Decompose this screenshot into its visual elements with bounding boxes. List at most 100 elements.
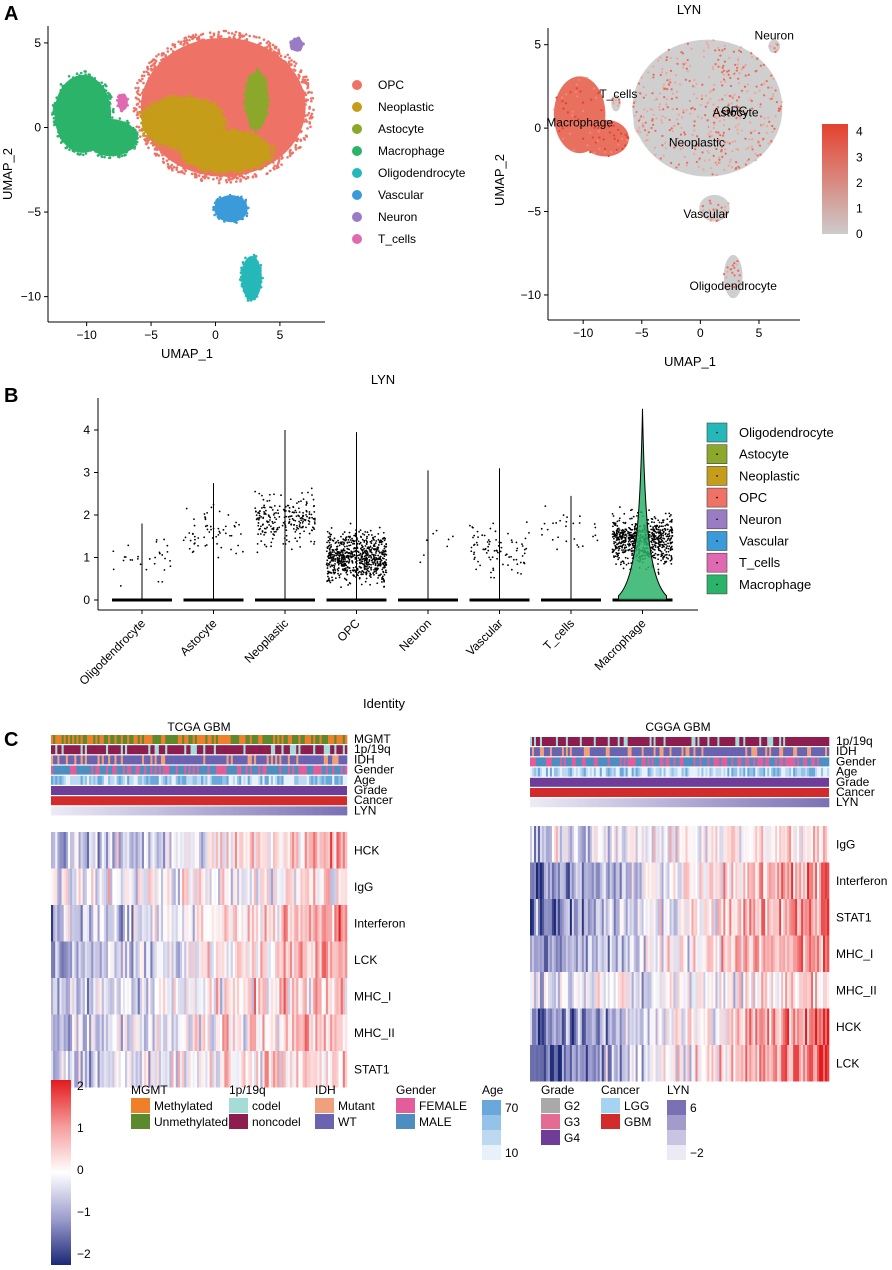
cell-point: [259, 268, 262, 272]
cell-point: [632, 105, 635, 108]
cell-point: [107, 113, 110, 117]
expr-point: [346, 545, 348, 548]
expr-point: [502, 563, 504, 566]
expr-point: [292, 524, 295, 526]
cell-point: [213, 213, 216, 217]
cell-point: [728, 142, 731, 145]
cell-point: [217, 181, 221, 185]
expr-point: [263, 531, 266, 534]
track-cell: [67, 735, 71, 744]
expr-point: [263, 533, 265, 536]
track-cell: [55, 735, 58, 744]
cell-point: [169, 47, 173, 51]
expr-point: [376, 564, 379, 567]
expr-point: [329, 571, 332, 574]
cell-point: [276, 146, 279, 150]
cell-point: [299, 130, 303, 134]
cell-point: [135, 97, 139, 100]
expr-point: [361, 560, 364, 563]
expr-point: [257, 511, 260, 514]
expr-point: [220, 546, 223, 549]
expr-point: [368, 546, 371, 549]
cell-point: [307, 90, 311, 94]
cell-point: [642, 116, 645, 119]
cell-point: [252, 135, 255, 139]
expr-point: [327, 575, 329, 578]
cell-point: [215, 202, 218, 206]
cell-point: [184, 154, 188, 158]
cell-point: [59, 83, 63, 86]
cluster-annotation: Neoplastic: [669, 135, 725, 149]
track-cell: [306, 755, 310, 765]
expr-point: [217, 556, 220, 559]
cell-point: [620, 132, 623, 135]
expr-point: [294, 537, 297, 540]
track-cell: [182, 735, 185, 744]
cell-point: [212, 205, 215, 209]
expr-point: [131, 559, 134, 561]
track-cell: [122, 745, 126, 755]
expr-point: [625, 535, 628, 537]
track-cell: [194, 735, 198, 744]
expr-point: [665, 523, 668, 526]
expr-point: [551, 538, 554, 541]
track-cell: [190, 755, 193, 765]
cell-point: [195, 49, 198, 53]
track-cell: [239, 755, 242, 765]
expr-point: [661, 552, 664, 555]
expr-point: [224, 525, 227, 528]
track-cell: [260, 735, 263, 744]
expr-point: [366, 557, 369, 560]
track-cell: [300, 745, 303, 755]
cell-point: [569, 91, 572, 94]
cell-point: [303, 114, 307, 118]
cell-point: [291, 126, 294, 129]
cell-point: [138, 105, 141, 109]
expr-point: [622, 521, 625, 524]
track-cell: [323, 745, 327, 755]
track-cell: [275, 735, 278, 744]
cell-point: [682, 63, 685, 66]
cell-point: [214, 112, 217, 116]
expr-point: [577, 546, 580, 548]
cell-point: [268, 42, 272, 45]
cell-point: [670, 127, 673, 130]
track-cell: [135, 755, 138, 765]
cell-point: [706, 102, 709, 105]
cell-point: [310, 91, 313, 94]
expr-point: [354, 556, 357, 559]
expr-point: [338, 574, 341, 577]
expr-point: [330, 559, 333, 561]
track-cell: [327, 755, 331, 765]
expr-point: [331, 553, 334, 556]
cell-point: [151, 92, 155, 95]
cell-point: [72, 146, 75, 149]
cell-point: [284, 76, 287, 79]
track-cell: [91, 745, 94, 755]
cell-point: [717, 58, 720, 61]
expr-point: [667, 547, 670, 550]
expr-point: [269, 506, 271, 509]
cell-point: [267, 143, 270, 147]
cell-point: [248, 34, 252, 38]
expr-point: [352, 555, 355, 558]
track-cell: [148, 745, 151, 755]
cell-point: [199, 33, 203, 37]
cell-point: [665, 59, 668, 62]
cell-point: [244, 177, 248, 181]
track-cell: [167, 745, 170, 755]
expr-point: [338, 555, 341, 558]
cell-point: [576, 122, 579, 125]
cell-point: [197, 174, 201, 177]
expr-point: [119, 585, 122, 587]
expr-point: [370, 566, 373, 569]
cell-point: [146, 118, 149, 121]
expr-point: [653, 548, 655, 551]
expr-point: [361, 538, 364, 541]
cell-point: [728, 94, 731, 98]
cell-point: [207, 165, 211, 169]
track-cell: [156, 745, 160, 755]
cell-point: [590, 98, 593, 101]
expr-point: [342, 533, 344, 535]
track-cell: [182, 745, 185, 755]
